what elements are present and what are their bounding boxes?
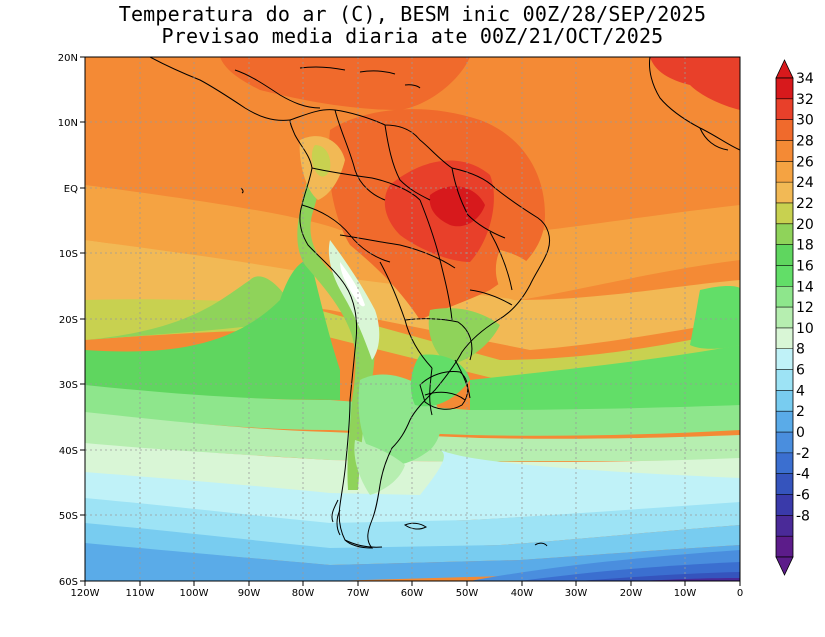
colorbar-swatch	[776, 536, 793, 558]
lon-label-20w: 20W	[620, 588, 643, 599]
lat-label-10s: 10S	[59, 249, 78, 260]
colorbar-label: 8	[796, 342, 805, 358]
lon-label-10w: 10W	[674, 588, 697, 599]
colorbar-label: 34	[796, 71, 814, 87]
colorbar-label: 18	[796, 238, 814, 254]
colorbar-swatch	[776, 432, 793, 454]
lat-label-40s: 40S	[59, 446, 78, 457]
colorbar-top-arrow	[775, 59, 794, 79]
lon-label-100w: 100W	[180, 588, 209, 599]
latitude-labels: 20N 10N EQ 10S 20S 30S 40S 50S 60S	[58, 53, 78, 588]
grid-lines	[85, 57, 740, 581]
colorbar-swatch	[776, 140, 793, 162]
map-subtitle: Previsao media diaria ate 00Z/21/OCT/202…	[161, 24, 664, 48]
colorbar-label: 32	[796, 92, 814, 108]
colorbar-label: -6	[796, 488, 810, 504]
colorbar-swatch	[776, 348, 793, 371]
colorbar-swatch	[776, 265, 793, 287]
lon-label-120w: 120W	[71, 588, 100, 599]
lon-label-40w: 40W	[511, 588, 534, 599]
axis-ticks	[80, 56, 741, 586]
colorbar-swatch	[776, 286, 793, 308]
colorbar-swatch	[776, 369, 793, 391]
colorbar-swatch	[776, 390, 793, 412]
colorbar-swatch	[776, 473, 793, 496]
lon-label-80w: 80W	[292, 588, 315, 599]
colorbar-swatch	[776, 202, 793, 225]
map-title: Temperatura do ar (C), BESM inic 00Z/28/…	[118, 2, 707, 26]
colorbar-label: 0	[796, 425, 805, 441]
colorbar-label: 26	[796, 154, 814, 170]
lon-label-60w: 60W	[401, 588, 424, 599]
colorbar-label: 28	[796, 133, 814, 149]
colorbar-label: 10	[796, 321, 814, 337]
colorbar-label: 24	[796, 175, 814, 191]
colorbar-swatch	[776, 515, 793, 537]
colorbar-swatch	[776, 161, 793, 183]
colorbar-label: 30	[796, 113, 814, 129]
colorbar-swatch	[776, 494, 793, 516]
lon-label-90w: 90W	[238, 588, 261, 599]
colorbar-swatch	[776, 327, 793, 350]
colorbar-label: -4	[796, 467, 810, 483]
colorbar-swatch	[776, 98, 793, 121]
coastlines	[149, 57, 740, 549]
colorbar-swatch	[776, 411, 793, 433]
lat-label-60s: 60S	[59, 577, 78, 588]
longitude-labels: 120W 110W 100W 90W 80W 70W 60W 50W 40W 3…	[71, 588, 744, 599]
lat-label-20n: 20N	[58, 53, 78, 64]
lat-label-30s: 30S	[59, 380, 78, 391]
lon-label-0: 0	[737, 588, 743, 599]
colorbar-bottom-arrow	[775, 556, 794, 576]
lat-label-eq: EQ	[64, 184, 78, 195]
colorbar-swatch	[776, 223, 793, 246]
lon-label-30w: 30W	[565, 588, 588, 599]
lon-label-50w: 50W	[456, 588, 479, 599]
colorbar-label: 4	[796, 383, 805, 399]
colorbar-swatch	[776, 452, 793, 475]
lat-label-20s: 20S	[59, 315, 78, 326]
colorbar-label: -8	[796, 508, 810, 524]
colorbar-label: 22	[796, 196, 814, 212]
colorbar-label: -2	[796, 446, 810, 462]
lon-label-110w: 110W	[126, 588, 155, 599]
colorbar-label: 14	[796, 279, 814, 295]
colorbar-label: 6	[796, 363, 805, 379]
colorbar-label: 20	[796, 217, 814, 233]
colorbar-label: 2	[796, 404, 805, 420]
colorbar-swatch	[776, 244, 793, 266]
colorbar-swatch	[776, 307, 793, 329]
lat-label-50s: 50S	[59, 511, 78, 522]
colorbar-label: 12	[796, 300, 814, 316]
colorbar-swatch	[776, 78, 793, 100]
lat-label-10n: 10N	[58, 118, 78, 129]
colorbar-swatch	[776, 182, 793, 204]
lon-label-70w: 70W	[347, 588, 370, 599]
colorbar-label: 16	[796, 258, 814, 274]
colorbar-swatch	[776, 119, 793, 141]
